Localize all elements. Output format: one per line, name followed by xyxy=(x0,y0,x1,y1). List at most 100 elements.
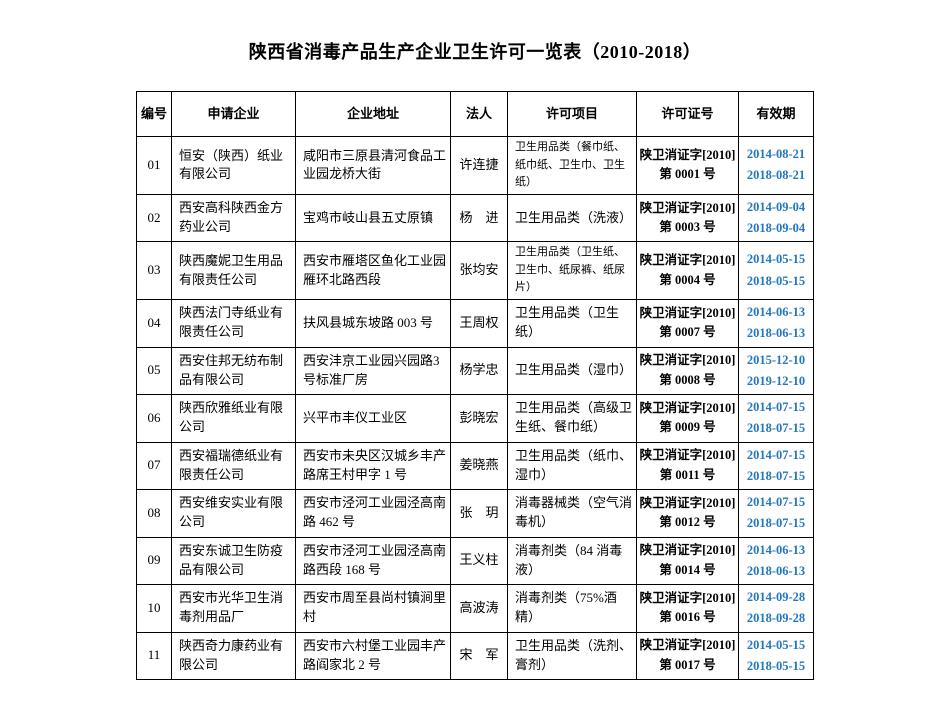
row-number-cell: 02 xyxy=(136,193,172,243)
address-cell: 西安市泾河工业园泾高南路 462 号 xyxy=(295,489,451,538)
valid-to-date: 2018-07-15 xyxy=(746,516,806,531)
table-row: 04 陕西法门寺纸业有限责任公司 扶风县城东坡路 003 号王周权 卫生用品类（卫生纸… xyxy=(136,299,814,348)
legal-person-cell: 许连捷 xyxy=(450,136,508,195)
address-cell: 西安市六村堡工业园丰产路阎家北 2 号 xyxy=(295,631,451,681)
license-number: 第 0008 号 xyxy=(659,372,716,387)
legal-person-cell: 高波涛 xyxy=(450,584,508,633)
address-cell: 宝鸡市岐山县五丈原镇 xyxy=(295,193,451,243)
valid-from-date: 2014-06-13 xyxy=(746,305,806,320)
license-cell: 陕卫消证字[2010] 第 0001 号 xyxy=(636,136,739,195)
table-row: 08 西安维安实业有限公司 西安市泾河工业园泾高南路 462 号张 玥消毒器械类（空… xyxy=(136,489,814,538)
table-row: 03 陕西魔妮卫生用品有限责任公司 西安市雁塔区鱼化工业园雁环北路西段 张均安 卫生用品… xyxy=(136,241,814,301)
header-no: 编号 xyxy=(136,91,172,137)
license-prefix: 陕卫消证字[2010] xyxy=(639,590,736,605)
table-row: 10 西安市光华卫生消毒剂用品厂 西安市周至县尚村镇涧里村 高波涛 消毒剂类（75%酒精… xyxy=(136,584,814,633)
permit-items-cell: 消毒器械类（空气消毒机） xyxy=(507,489,637,538)
company-cell: 西安东诚卫生防疫品有限公司 xyxy=(171,536,296,586)
row-number-cell: 08 xyxy=(136,489,172,538)
license-cell: 陕卫消证字[2010] 第 0008 号 xyxy=(636,346,739,396)
permit-items-cell: 卫生用品类（纸巾、湿巾） xyxy=(507,441,637,491)
validity-cell: 2014-09-04 2018-09-04 xyxy=(738,193,814,243)
table-row: 09 西安东诚卫生防疫品有限公司 西安市泾河工业园泾高南路西段 168 号王义柱 消毒… xyxy=(136,536,814,586)
company-cell: 陕西法门寺纸业有限责任公司 xyxy=(171,299,296,348)
row-number-cell: 04 xyxy=(136,299,172,348)
legal-person-cell: 张均安 xyxy=(450,241,508,301)
permit-table: 编号 申请企业 企业地址 法人 许可项目 许可证号 有效期 01 恒安（陕西）纸业… xyxy=(136,91,814,681)
validity-cell: 2014-05-15 2018-05-15 xyxy=(738,631,814,681)
page-title: 陕西省消毒产品生产企业卫生许可一览表（2010-2018） xyxy=(248,42,702,62)
license-prefix: 陕卫消证字[2010] xyxy=(639,200,736,215)
table-row: 07 西安福瑞德纸业有限责任公司 西安市未央区汉城乡丰产路席王村甲字 1 号姜晓燕卫… xyxy=(136,441,814,491)
license-cell: 陕卫消证字[2010] 第 0004 号 xyxy=(636,241,739,301)
validity-cell: 2014-08-21 2018-08-21 xyxy=(738,136,814,195)
validity-cell: 2014-09-28 2018-09-28 xyxy=(738,584,814,633)
company-cell: 西安维安实业有限公司 xyxy=(171,489,296,538)
address-cell: 扶风县城东坡路 003 号 xyxy=(295,299,451,348)
valid-to-date: 2018-05-15 xyxy=(746,273,806,288)
license-prefix: 陕卫消证字[2010] xyxy=(639,148,736,163)
license-prefix: 陕卫消证字[2010] xyxy=(639,353,736,368)
header-validity: 有效期 xyxy=(738,91,814,137)
legal-person-cell: 杨学忠 xyxy=(450,346,508,396)
valid-to-date: 2018-07-15 xyxy=(746,468,806,483)
header-company: 申请企业 xyxy=(171,91,296,137)
row-number-cell: 06 xyxy=(136,394,172,443)
company-cell: 西安住邦无纺布制品有限公司 xyxy=(171,346,296,396)
license-number: 第 0014 号 xyxy=(659,562,716,577)
permit-items-cell: 消毒剂类（84 消毒液） xyxy=(507,536,637,586)
row-number-cell: 10 xyxy=(136,584,172,633)
table-row: 02 西安高科陕西金方药业公司 宝鸡市岐山县五丈原镇杨 进卫生用品类（洗液） 陕卫消证… xyxy=(136,193,814,243)
address-cell: 咸阳市三原县清河食品工业园龙桥大街 xyxy=(295,136,451,195)
row-number-cell: 09 xyxy=(136,536,172,586)
permit-items-cell: 卫生用品类（卫生纸） xyxy=(507,299,637,348)
company-cell: 陕西欣雅纸业有限公司 xyxy=(171,394,296,443)
valid-to-date: 2018-07-15 xyxy=(746,421,806,436)
valid-from-date: 2014-06-13 xyxy=(746,542,806,557)
row-number-cell: 03 xyxy=(136,241,172,301)
permit-items-cell: 卫生用品类（湿巾） xyxy=(507,346,637,396)
table-row: 05 西安住邦无纺布制品有限公司 西安沣京工业园兴园路3号标准厂房 杨学忠 卫生用品类（… xyxy=(136,346,814,396)
legal-person-cell: 杨 进 xyxy=(450,193,508,243)
license-prefix: 陕卫消证字[2010] xyxy=(639,448,736,463)
row-number-cell: 01 xyxy=(136,136,172,195)
validity-cell: 2015-12-10 2019-12-10 xyxy=(738,346,814,396)
license-prefix: 陕卫消证字[2010] xyxy=(639,638,736,653)
table-row: 11 陕西奇力康药业有限公司 西安市六村堡工业园丰产路阎家北 2 号宋 军卫生用品类… xyxy=(136,631,814,681)
valid-to-date: 2018-06-13 xyxy=(746,326,806,341)
valid-from-date: 2014-05-15 xyxy=(746,637,806,652)
license-cell: 陕卫消证字[2010] 第 0017 号 xyxy=(636,631,739,681)
validity-cell: 2014-07-15 2018-07-15 xyxy=(738,441,814,491)
validity-cell: 2014-07-15 2018-07-15 xyxy=(738,394,814,443)
license-number: 第 0001 号 xyxy=(659,167,716,182)
address-cell: 西安市周至县尚村镇涧里村 xyxy=(295,584,451,633)
license-cell: 陕卫消证字[2010] 第 0011 号 xyxy=(636,441,739,491)
legal-person-cell: 宋 军 xyxy=(450,631,508,681)
company-cell: 恒安（陕西）纸业有限公司 xyxy=(171,136,296,195)
address-cell: 西安市泾河工业园泾高南路西段 168 号 xyxy=(295,536,451,586)
license-prefix: 陕卫消证字[2010] xyxy=(639,543,736,558)
validity-cell: 2014-07-15 2018-07-15 xyxy=(738,489,814,538)
license-prefix: 陕卫消证字[2010] xyxy=(639,400,736,415)
valid-from-date: 2015-12-10 xyxy=(746,352,806,367)
valid-from-date: 2014-08-21 xyxy=(746,147,806,162)
company-cell: 陕西奇力康药业有限公司 xyxy=(171,631,296,681)
validity-cell: 2014-05-15 2018-05-15 xyxy=(738,241,814,301)
legal-person-cell: 姜晓燕 xyxy=(450,441,508,491)
license-number: 第 0011 号 xyxy=(659,467,716,482)
valid-from-date: 2014-09-28 xyxy=(746,590,806,605)
license-number: 第 0004 号 xyxy=(659,272,716,287)
row-number-cell: 07 xyxy=(136,441,172,491)
permit-items-cell: 卫生用品类（洗液） xyxy=(507,193,637,243)
permit-items-cell: 卫生用品类（卫生纸、卫生巾、纸尿裤、纸尿片） xyxy=(507,241,637,301)
address-cell: 西安市未央区汉城乡丰产路席王村甲字 1 号 xyxy=(295,441,451,491)
address-cell: 兴平市丰仪工业区 xyxy=(295,394,451,443)
valid-from-date: 2014-05-15 xyxy=(746,252,806,267)
valid-from-date: 2014-09-04 xyxy=(746,199,806,214)
valid-to-date: 2018-06-13 xyxy=(746,563,806,578)
company-cell: 陕西魔妮卫生用品有限责任公司 xyxy=(171,241,296,301)
license-cell: 陕卫消证字[2010] 第 0003 号 xyxy=(636,193,739,243)
company-cell: 西安市光华卫生消毒剂用品厂 xyxy=(171,584,296,633)
validity-cell: 2014-06-13 2018-06-13 xyxy=(738,299,814,348)
valid-to-date: 2018-09-04 xyxy=(746,221,806,236)
legal-person-cell: 彭晓宏 xyxy=(450,394,508,443)
